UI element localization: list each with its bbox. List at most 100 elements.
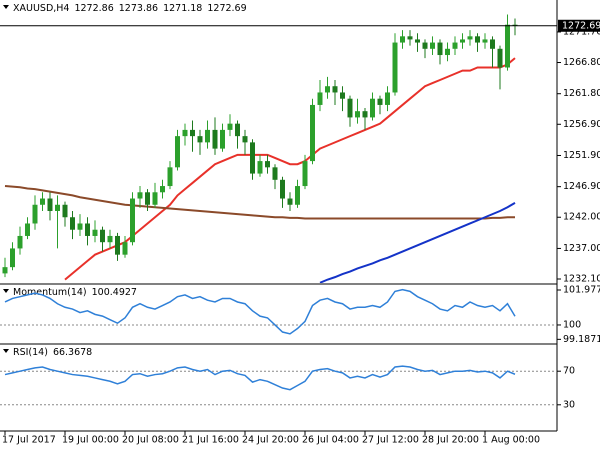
indicator-line xyxy=(319,202,516,283)
x-tick-label: 27 Jul 12:00 xyxy=(362,435,419,446)
candle-body xyxy=(437,42,443,56)
indicator-label: RSI(14) 66.3678 xyxy=(13,347,92,358)
candle-body xyxy=(362,111,368,118)
candle-body xyxy=(2,267,8,274)
candle-body xyxy=(370,98,375,118)
candle-body xyxy=(310,104,315,162)
candle-body xyxy=(205,129,210,143)
candle-body xyxy=(400,36,405,43)
candle-body xyxy=(265,161,270,168)
candle-body xyxy=(415,39,420,43)
candle-body xyxy=(32,204,38,224)
candle-body xyxy=(272,167,278,180)
y-tick-label: 99.1871 xyxy=(563,334,600,345)
candle-body xyxy=(347,98,353,118)
y-tick-label: 1266.80 xyxy=(563,57,600,68)
candle-body xyxy=(85,223,90,236)
indicator-line xyxy=(4,288,516,335)
candle-body xyxy=(512,24,518,26)
candle-body xyxy=(122,242,128,255)
candle-body xyxy=(422,42,428,49)
candle-body xyxy=(392,42,398,93)
candle-body xyxy=(182,129,188,137)
candle-body xyxy=(317,92,323,105)
x-tick-label: 19 Jul 00:00 xyxy=(62,435,119,446)
ohlc-high: 1273.86 xyxy=(119,3,158,14)
candle-body xyxy=(287,198,293,205)
candle-body xyxy=(62,204,68,218)
y-tick-label: 101.9778 xyxy=(563,284,600,295)
candle-body xyxy=(25,223,30,236)
candle-body xyxy=(407,36,413,40)
x-tick-label: 26 Jul 04:00 xyxy=(302,435,359,446)
y-tick-label: 30 xyxy=(563,399,575,410)
candle-body xyxy=(107,235,113,243)
y-tick-label: 1271.70 xyxy=(563,26,600,37)
last-price-box xyxy=(558,19,600,32)
candle-body xyxy=(355,111,360,118)
indicator-line xyxy=(4,185,515,220)
ohlc-close: 1272.69 xyxy=(207,3,246,14)
y-tick-label: 100 xyxy=(563,319,581,330)
x-tick-label: 24 Jul 20:00 xyxy=(242,435,299,446)
ohlc-open: 1272.86 xyxy=(74,3,113,14)
candle-body xyxy=(340,92,345,99)
candle-body xyxy=(497,48,503,68)
x-tick-label: 28 Jul 20:00 xyxy=(422,435,479,446)
last-price-label: 1272.69 xyxy=(562,20,600,31)
y-tick-label: 1246.90 xyxy=(563,181,600,192)
y-tick-label: 1237.00 xyxy=(563,243,600,254)
candle-body xyxy=(40,198,45,205)
candle-body xyxy=(197,136,203,143)
candle-body xyxy=(505,24,510,68)
indicator-line xyxy=(4,365,516,391)
candle-body xyxy=(115,235,120,255)
menu-icon xyxy=(3,5,9,9)
candle-body xyxy=(220,129,225,149)
candle-body xyxy=(445,48,450,56)
indicator-value: 100.4927 xyxy=(92,287,137,298)
candle-body xyxy=(325,86,330,93)
plot-area xyxy=(0,14,557,283)
candle-body xyxy=(190,129,195,137)
candle-body xyxy=(332,86,338,93)
candle-body xyxy=(100,229,105,243)
y-tick-label: 1242.00 xyxy=(563,212,600,223)
chart-title: XAUUSD,H4 1272.86 1273.86 1271.18 1272.69 xyxy=(13,3,247,14)
symbol: XAUUSD,H4 xyxy=(13,3,69,14)
plot-area xyxy=(0,365,557,406)
x-tick-label: 21 Jul 16:00 xyxy=(182,435,239,446)
candle-body xyxy=(280,179,285,199)
candle-body xyxy=(167,167,173,187)
candle-body xyxy=(235,123,240,137)
x-tick-label: 20 Jul 08:00 xyxy=(122,435,179,446)
candle-body xyxy=(130,198,135,243)
candle-body xyxy=(385,92,390,105)
candle-body xyxy=(250,142,255,174)
candle-body xyxy=(377,98,383,105)
candle-body xyxy=(430,42,435,49)
candle-body xyxy=(467,36,473,40)
candle-body xyxy=(302,161,308,187)
candle-body xyxy=(490,39,495,49)
candle-body xyxy=(227,123,233,130)
candle-body xyxy=(475,36,480,43)
candle-body xyxy=(212,129,218,149)
y-tick-label: 1261.80 xyxy=(563,88,600,99)
candle-body xyxy=(242,136,248,143)
indicator-line xyxy=(64,57,516,281)
indicator-label: Momentum(14) 100.4927 xyxy=(13,287,137,298)
y-tick-label: 1256.90 xyxy=(563,119,600,130)
candle-body xyxy=(70,217,75,230)
plot-area xyxy=(0,288,557,335)
candle-body xyxy=(17,235,23,249)
x-tick-label: 17 Jul 2017 xyxy=(2,435,56,446)
ohlc-low: 1271.18 xyxy=(163,3,202,14)
indicator-name: Momentum(14) xyxy=(13,287,87,298)
y-tick-label: 70 xyxy=(563,366,575,377)
candle-body xyxy=(92,229,98,236)
indicator-name: RSI(14) xyxy=(13,347,48,358)
y-tick-label: 1251.90 xyxy=(563,150,600,161)
candle-body xyxy=(47,198,53,212)
